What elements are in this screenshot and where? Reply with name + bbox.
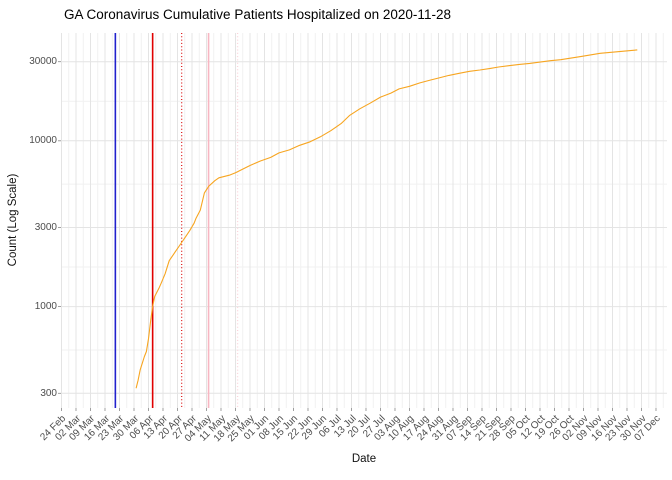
y-tick-label: 300 bbox=[40, 387, 57, 399]
chart-title: GA Coronavirus Cumulative Patients Hospi… bbox=[64, 7, 451, 22]
y-tick-label: 1000 bbox=[34, 301, 57, 313]
cumulative-patients-hospitalized-line bbox=[135, 49, 638, 389]
y-tick-label: 3000 bbox=[34, 222, 57, 233]
x-axis-title: Date bbox=[351, 453, 377, 465]
y-axis-title: Count (Log Scale) bbox=[7, 173, 19, 267]
plot-panel bbox=[61, 33, 667, 408]
y-tick-label: 30000 bbox=[29, 56, 57, 68]
y-tick-label: 10000 bbox=[29, 135, 57, 147]
